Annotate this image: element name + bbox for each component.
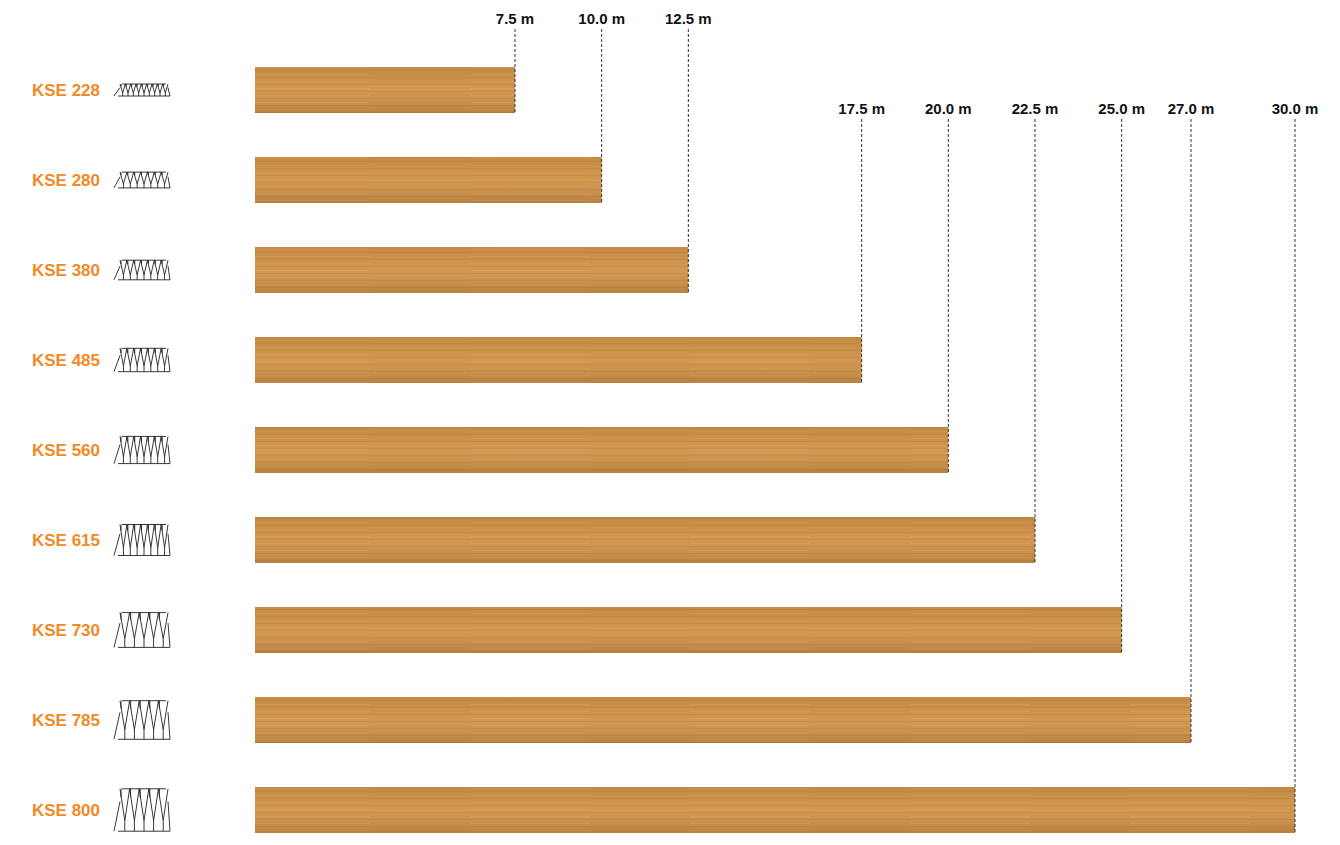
truss-lines: [114, 260, 170, 280]
value-label: 7.5 m: [496, 10, 534, 27]
category-label: KSE 800: [32, 801, 100, 820]
value-label: 12.5 m: [665, 10, 712, 27]
leader-line: [1295, 119, 1296, 833]
leader-line: [601, 29, 602, 203]
leader-line: [515, 29, 516, 113]
truss-icon: [114, 525, 170, 556]
bar-shade: [255, 697, 1191, 743]
truss-lines: [114, 789, 170, 831]
truss-icon: [114, 348, 170, 371]
tick: KSE 380: [32, 261, 100, 280]
y-axis: KSE 228 KSE 280 KSE 380 KSE 485 KSE 560 KSE 6…: [32, 81, 100, 820]
chart: KSE 228 KSE 280 KSE 380 KSE 485 KSE 560 KSE 6…: [0, 0, 1340, 845]
category-label: KSE 380: [32, 261, 100, 280]
category-label: KSE 560: [32, 441, 100, 460]
value-label: 10.0 m: [578, 10, 625, 27]
bars: [255, 67, 1295, 833]
bar: [255, 787, 1295, 833]
truss-lines: [114, 613, 170, 648]
value-label: 27.0 m: [1168, 100, 1215, 117]
truss-lines: [114, 348, 170, 371]
bar-shade: [255, 67, 515, 113]
truss-icon: [114, 613, 170, 648]
truss-icon: [114, 701, 170, 740]
bar-shade: [255, 517, 1035, 563]
category-label: KSE 228: [32, 81, 100, 100]
bar: [255, 607, 1122, 653]
tick: KSE 560: [32, 441, 100, 460]
category-label: KSE 615: [32, 531, 100, 550]
truss-icon: [114, 172, 170, 188]
leader-line: [948, 119, 949, 473]
leader-line: [1191, 119, 1192, 743]
truss-lines: [114, 436, 170, 463]
category-label: KSE 280: [32, 171, 100, 190]
bar-shade: [255, 157, 602, 203]
bar: [255, 517, 1035, 563]
value-label: 30.0 m: [1272, 100, 1319, 117]
category-label: KSE 730: [32, 621, 100, 640]
bar-shade: [255, 787, 1295, 833]
bar: [255, 337, 862, 383]
data-labels: 7.5 m 10.0 m 12.5 m 17.5 m 20.0 m 22.5 m 25.0 …: [496, 10, 1319, 833]
bar-shade: [255, 247, 688, 293]
leader-line: [688, 29, 689, 293]
bar-shade: [255, 337, 862, 383]
truss-icon: [114, 260, 170, 280]
tick: KSE 485: [32, 351, 100, 370]
value-label: 25.0 m: [1098, 100, 1145, 117]
tick: KSE 615: [32, 531, 100, 550]
leader-line: [861, 119, 862, 383]
bar: [255, 697, 1191, 743]
truss-lines: [114, 525, 170, 556]
bar: [255, 427, 948, 473]
bar-shade: [255, 607, 1122, 653]
bar-shade: [255, 427, 948, 473]
tick: KSE 280: [32, 171, 100, 190]
tick: KSE 730: [32, 621, 100, 640]
truss-lines: [114, 84, 170, 96]
tick: KSE 800: [32, 801, 100, 820]
category-label: KSE 785: [32, 711, 100, 730]
value-label: 17.5 m: [838, 100, 885, 117]
tick: KSE 228: [32, 81, 100, 100]
truss-icon: [114, 84, 170, 96]
bar: [255, 157, 602, 203]
leader-line: [1035, 119, 1036, 563]
value-label: 20.0 m: [925, 100, 972, 117]
category-label: KSE 485: [32, 351, 100, 370]
icons: [114, 84, 170, 831]
bar: [255, 67, 515, 113]
truss-lines: [114, 701, 170, 740]
leader-line: [1121, 119, 1122, 653]
bar: [255, 247, 688, 293]
truss-icon: [114, 789, 170, 831]
truss-lines: [114, 172, 170, 188]
tick: KSE 785: [32, 711, 100, 730]
truss-icon: [114, 436, 170, 463]
value-label: 22.5 m: [1012, 100, 1059, 117]
